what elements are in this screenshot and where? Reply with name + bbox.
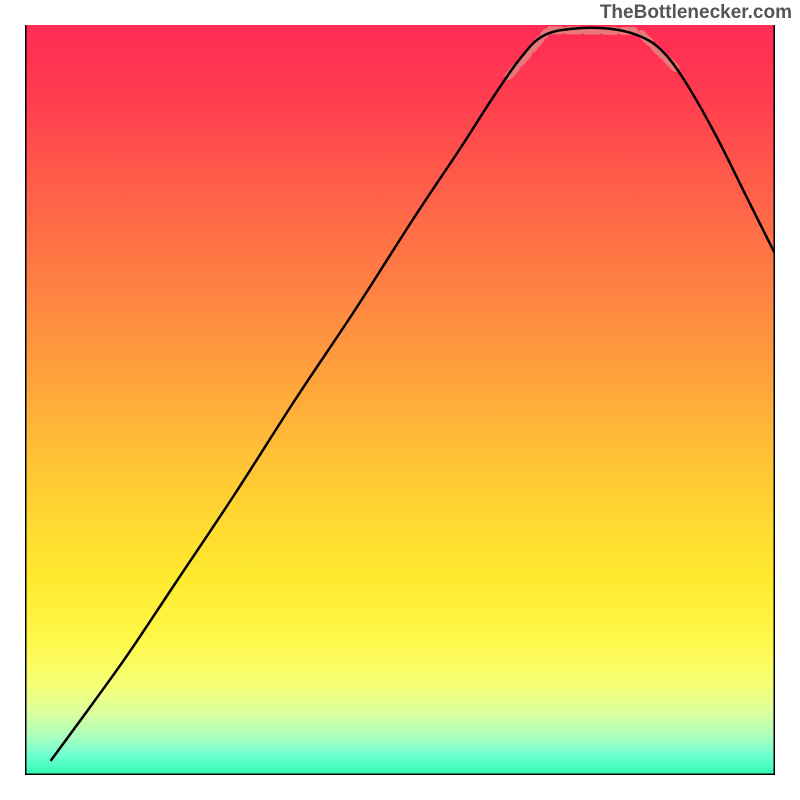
- chart-container: TheBottlenecker.com: [0, 0, 800, 800]
- watermark-text: TheBottlenecker.com: [600, 2, 792, 24]
- chart-area: [25, 25, 775, 775]
- gradient-chart: [25, 25, 775, 775]
